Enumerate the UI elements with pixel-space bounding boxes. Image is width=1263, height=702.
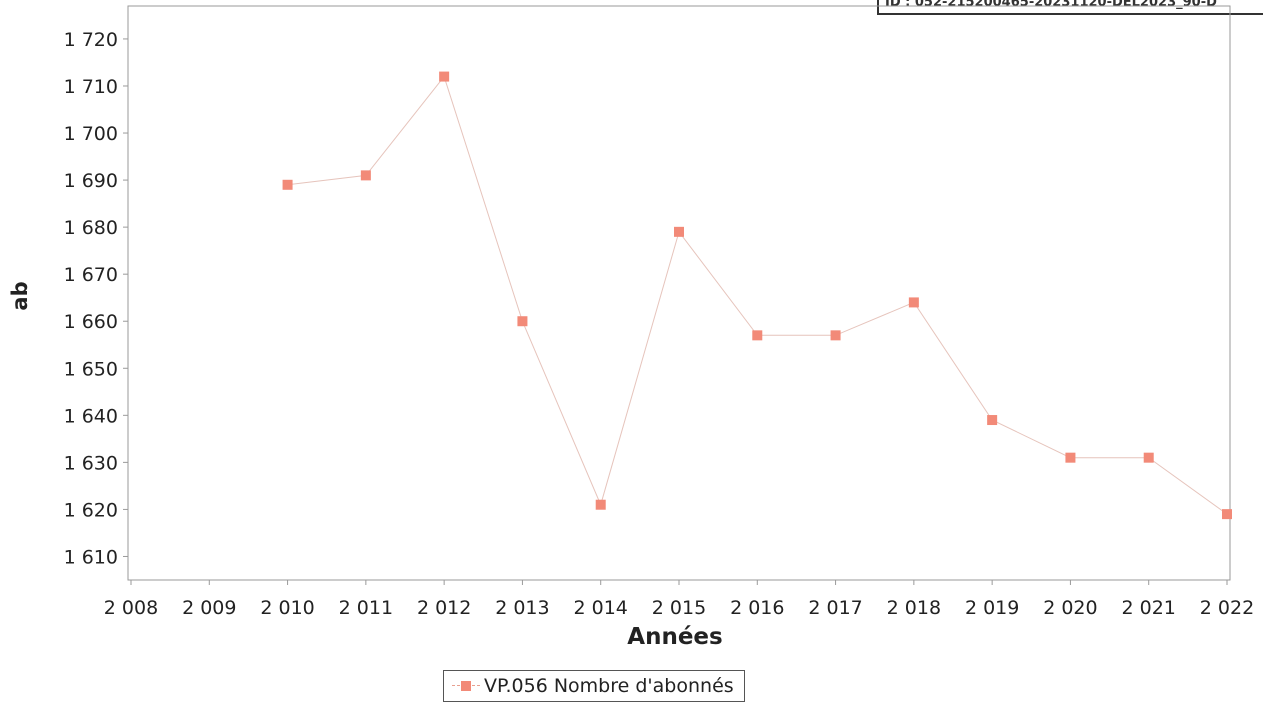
data-point [282, 179, 293, 190]
y-axis-title: ab [8, 281, 32, 310]
data-point [674, 226, 684, 237]
x-tick-label: 2 020 [1043, 597, 1097, 619]
data-point [987, 415, 998, 426]
legend-marker-icon [452, 679, 480, 693]
y-tick-label: 1 700 [64, 123, 118, 145]
document-id-stamp: ID : 052-215200465-20231120-DEL2023_90-D [877, 0, 1263, 15]
legend-series-label: VP.056 Nombre d'abonnés [484, 675, 734, 697]
data-point [908, 297, 919, 308]
data-point [1143, 452, 1154, 463]
x-tick-label: 2 008 [104, 597, 158, 619]
data-point [595, 499, 606, 510]
data-point [1222, 509, 1232, 520]
y-tick-label: 1 720 [64, 29, 118, 51]
x-tick-label: 2 014 [574, 597, 628, 619]
x-tick-label: 2 019 [965, 597, 1019, 619]
data-point [830, 330, 841, 341]
y-tick-label: 1 620 [64, 499, 118, 521]
x-tick-label: 2 013 [495, 597, 549, 619]
series-line [287, 75, 1228, 515]
x-tick-label: 2 012 [417, 597, 471, 619]
y-tick-label: 1 710 [64, 76, 118, 98]
x-tick-label: 2 009 [182, 597, 236, 619]
x-tick-label: 2 016 [730, 597, 784, 619]
chart-legend: VP.056 Nombre d'abonnés [443, 670, 745, 702]
plot-area [127, 5, 1231, 581]
x-tick-label: 2 017 [808, 597, 862, 619]
y-tick-label: 1 680 [64, 217, 118, 239]
y-tick-label: 1 670 [64, 264, 118, 286]
y-tick-label: 1 640 [64, 405, 118, 427]
x-tick-label: 2 015 [652, 597, 706, 619]
data-point [439, 71, 450, 82]
data-point [1065, 452, 1076, 463]
y-tick-label: 1 690 [64, 170, 118, 192]
y-tick-label: 1 610 [64, 546, 118, 568]
x-tick-label: 2 022 [1200, 597, 1254, 619]
x-axis-title: Années [627, 624, 722, 650]
x-tick-label: 2 021 [1122, 597, 1176, 619]
y-tick-label: 1 660 [64, 311, 118, 333]
data-point [517, 316, 528, 327]
data-point [752, 330, 763, 341]
data-point [360, 170, 371, 181]
y-tick-label: 1 630 [64, 452, 118, 474]
y-tick-label: 1 650 [64, 358, 118, 380]
x-tick-label: 2 011 [339, 597, 393, 619]
x-tick-label: 2 018 [887, 597, 941, 619]
x-tick-label: 2 010 [260, 597, 314, 619]
